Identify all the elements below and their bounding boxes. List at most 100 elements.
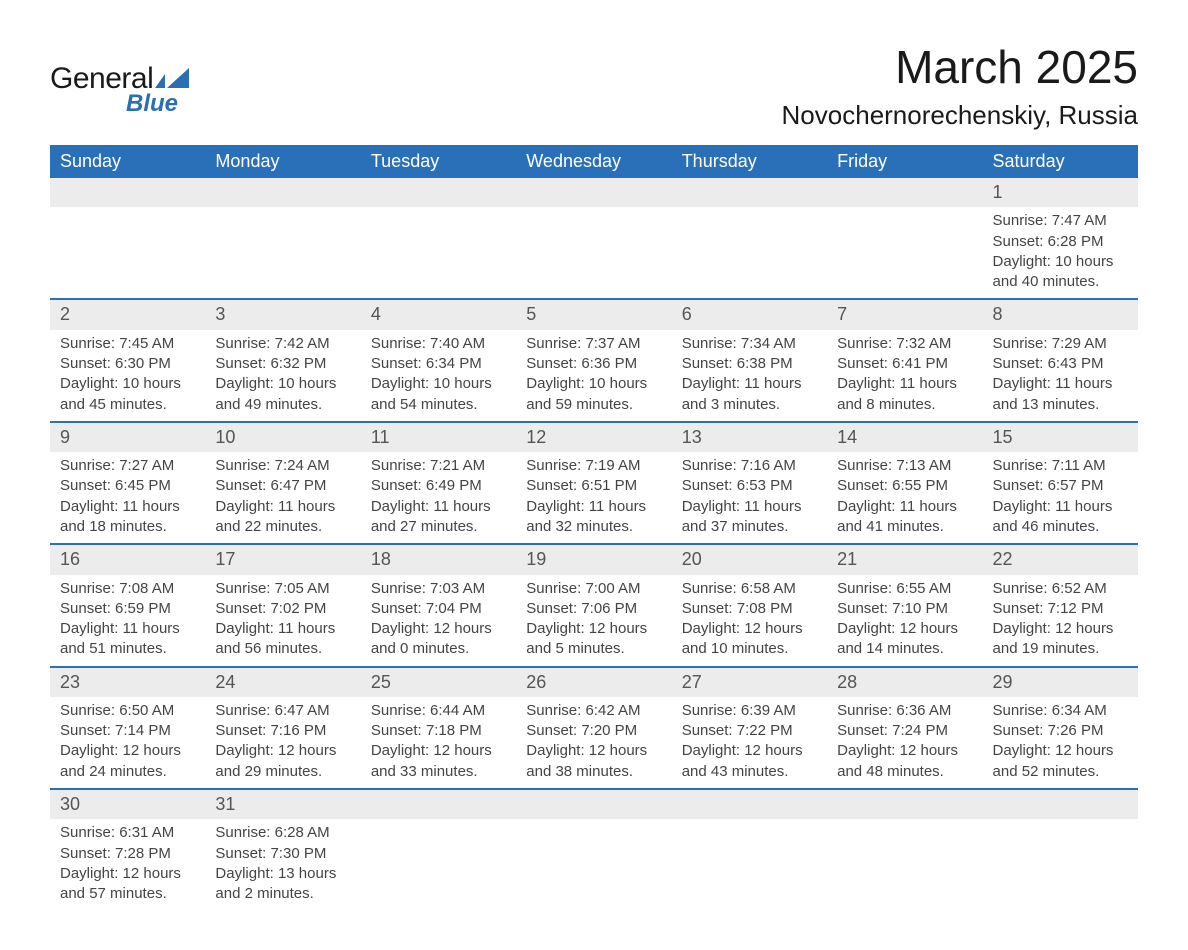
calendar-day-cell: 27Sunrise: 6:39 AMSunset: 7:22 PMDayligh…	[672, 667, 827, 789]
calendar-day-cell: 25Sunrise: 6:44 AMSunset: 7:18 PMDayligh…	[361, 667, 516, 789]
calendar-day-cell: 21Sunrise: 6:55 AMSunset: 7:10 PMDayligh…	[827, 544, 982, 666]
sunrise-line: Sunrise: 7:45 AM	[60, 334, 195, 354]
sunrise-value: 6:39 AM	[741, 702, 796, 719]
sunrise-label: Sunrise:	[60, 335, 119, 352]
day-number: 31	[205, 790, 360, 819]
sunrise-label: Sunrise:	[215, 580, 274, 597]
calendar-week-row: 2Sunrise: 7:45 AMSunset: 6:30 PMDaylight…	[50, 299, 1138, 421]
sunset-line: Sunset: 6:32 PM	[215, 354, 350, 374]
sunset-line: Sunset: 6:49 PM	[371, 476, 506, 496]
sunrise-value: 7:42 AM	[275, 335, 330, 352]
day-number: 30	[50, 790, 205, 819]
sunset-line: Sunset: 6:55 PM	[837, 476, 972, 496]
day-content: Sunrise: 6:39 AMSunset: 7:22 PMDaylight:…	[672, 697, 827, 788]
daylight-line: Daylight: 11 hours and 18 minutes.	[60, 497, 195, 538]
daylight-line: Daylight: 10 hours and 49 minutes.	[215, 374, 350, 415]
sunrise-value: 7:45 AM	[119, 335, 174, 352]
weekday-header: Sunday	[50, 145, 205, 178]
sunrise-line: Sunrise: 7:34 AM	[682, 334, 817, 354]
daylight-label: Daylight:	[526, 498, 589, 515]
day-content	[827, 207, 982, 297]
day-number	[361, 178, 516, 207]
calendar-day-cell	[827, 789, 982, 910]
day-number: 16	[50, 545, 205, 574]
day-content: Sunrise: 7:03 AMSunset: 7:04 PMDaylight:…	[361, 575, 516, 666]
sunrise-label: Sunrise:	[837, 702, 896, 719]
sunset-value: 7:08 PM	[737, 600, 793, 617]
sunset-line: Sunset: 7:08 PM	[682, 599, 817, 619]
daylight-label: Daylight:	[993, 742, 1056, 759]
sunset-label: Sunset:	[682, 722, 737, 739]
sunset-label: Sunset:	[682, 600, 737, 617]
sunset-label: Sunset:	[526, 600, 581, 617]
day-content	[672, 819, 827, 909]
daylight-line: Daylight: 13 hours and 2 minutes.	[215, 864, 350, 905]
sunset-value: 7:22 PM	[737, 722, 793, 739]
sunrise-label: Sunrise:	[371, 335, 430, 352]
weekday-header: Thursday	[672, 145, 827, 178]
sunrise-line: Sunrise: 7:03 AM	[371, 579, 506, 599]
calendar-week-row: 1Sunrise: 7:47 AMSunset: 6:28 PMDaylight…	[50, 178, 1138, 299]
sunset-label: Sunset:	[215, 845, 270, 862]
sunset-value: 6:57 PM	[1048, 477, 1104, 494]
day-content: Sunrise: 7:11 AMSunset: 6:57 PMDaylight:…	[983, 452, 1138, 543]
day-number: 20	[672, 545, 827, 574]
weekday-header: Friday	[827, 145, 982, 178]
day-number	[827, 178, 982, 207]
sunset-line: Sunset: 6:41 PM	[837, 354, 972, 374]
day-content	[516, 207, 671, 297]
sunset-label: Sunset:	[371, 600, 426, 617]
day-number: 8	[983, 300, 1138, 329]
calendar-day-cell: 31Sunrise: 6:28 AMSunset: 7:30 PMDayligh…	[205, 789, 360, 910]
daylight-label: Daylight:	[993, 375, 1056, 392]
sunrise-line: Sunrise: 6:44 AM	[371, 701, 506, 721]
day-number: 27	[672, 668, 827, 697]
daylight-label: Daylight:	[215, 498, 278, 515]
calendar-day-cell	[361, 789, 516, 910]
daylight-line: Daylight: 10 hours and 40 minutes.	[993, 252, 1128, 293]
sunset-label: Sunset:	[993, 722, 1048, 739]
calendar-day-cell: 8Sunrise: 7:29 AMSunset: 6:43 PMDaylight…	[983, 299, 1138, 421]
daylight-line: Daylight: 12 hours and 14 minutes.	[837, 619, 972, 660]
daylight-label: Daylight:	[60, 865, 123, 882]
day-number: 9	[50, 423, 205, 452]
calendar-week-row: 9Sunrise: 7:27 AMSunset: 6:45 PMDaylight…	[50, 422, 1138, 544]
sunrise-line: Sunrise: 6:52 AM	[993, 579, 1128, 599]
daylight-label: Daylight:	[993, 620, 1056, 637]
daylight-line: Daylight: 11 hours and 27 minutes.	[371, 497, 506, 538]
sunrise-value: 6:50 AM	[119, 702, 174, 719]
sunset-value: 7:04 PM	[426, 600, 482, 617]
calendar-day-cell: 6Sunrise: 7:34 AMSunset: 6:38 PMDaylight…	[672, 299, 827, 421]
sunrise-value: 7:00 AM	[585, 580, 640, 597]
daylight-label: Daylight:	[526, 742, 589, 759]
daylight-line: Daylight: 12 hours and 33 minutes.	[371, 741, 506, 782]
sunset-line: Sunset: 6:28 PM	[993, 232, 1128, 252]
day-content	[205, 207, 360, 297]
day-number: 19	[516, 545, 671, 574]
sunrise-line: Sunrise: 6:28 AM	[215, 823, 350, 843]
sunrise-line: Sunrise: 6:50 AM	[60, 701, 195, 721]
calendar-table: SundayMondayTuesdayWednesdayThursdayFrid…	[50, 145, 1138, 910]
sunset-label: Sunset:	[371, 477, 426, 494]
day-content: Sunrise: 6:52 AMSunset: 7:12 PMDaylight:…	[983, 575, 1138, 666]
calendar-day-cell	[205, 178, 360, 299]
sunrise-value: 6:52 AM	[1052, 580, 1107, 597]
calendar-day-cell: 5Sunrise: 7:37 AMSunset: 6:36 PMDaylight…	[516, 299, 671, 421]
sunset-label: Sunset:	[526, 722, 581, 739]
day-number	[361, 790, 516, 819]
sunset-label: Sunset:	[371, 722, 426, 739]
daylight-label: Daylight:	[371, 375, 434, 392]
sunset-line: Sunset: 6:45 PM	[60, 476, 195, 496]
sunset-label: Sunset:	[371, 355, 426, 372]
day-number: 23	[50, 668, 205, 697]
day-content	[361, 207, 516, 297]
sunset-value: 7:14 PM	[115, 722, 171, 739]
sunset-label: Sunset:	[60, 600, 115, 617]
day-number: 10	[205, 423, 360, 452]
daylight-line: Daylight: 11 hours and 56 minutes.	[215, 619, 350, 660]
sunset-label: Sunset:	[60, 477, 115, 494]
calendar-day-cell	[983, 789, 1138, 910]
day-number: 26	[516, 668, 671, 697]
calendar-day-cell: 23Sunrise: 6:50 AMSunset: 7:14 PMDayligh…	[50, 667, 205, 789]
sunrise-value: 7:47 AM	[1052, 212, 1107, 229]
